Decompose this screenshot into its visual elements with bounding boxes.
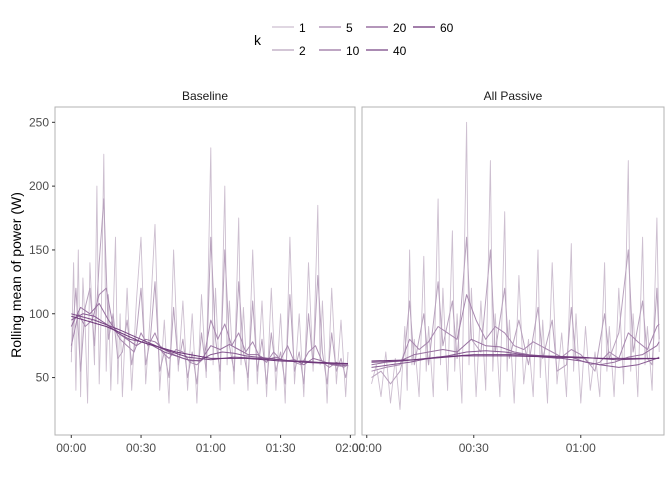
x-tick-label: 00:30	[459, 441, 489, 455]
x-tick-label: 02:00	[335, 441, 365, 455]
plot-area	[70, 147, 349, 404]
legend-label: 20	[393, 21, 407, 35]
y-tick-label: 250	[29, 115, 49, 129]
legend-title: k	[254, 32, 262, 48]
panel-all-passive: All Passive 00:00 00:30 01:00	[352, 89, 665, 455]
legend-entry-1: 1	[272, 21, 306, 35]
legend-entry-2: 2	[272, 44, 306, 58]
y-tick-label: 50	[36, 371, 50, 385]
legend-label: 10	[346, 44, 360, 58]
series-line-k60	[371, 355, 660, 362]
x-tick-label: 01:00	[566, 441, 596, 455]
legend-entry-10: 10	[319, 44, 360, 58]
panel-title: Baseline	[182, 89, 228, 103]
series-line-k2	[371, 236, 660, 385]
series-line-k60	[71, 315, 349, 364]
series-line-k1	[371, 121, 660, 410]
x-tick-label: 00:00	[56, 441, 86, 455]
legend-label: 60	[440, 21, 454, 35]
x-tick-label: 01:00	[196, 441, 226, 455]
panel-title: All Passive	[484, 89, 543, 103]
x-tick-label: 00:30	[126, 441, 156, 455]
legend-label: 2	[299, 44, 306, 58]
legend-entry-5: 5	[319, 21, 353, 35]
y-tick-label: 100	[29, 307, 49, 321]
legend-label: 5	[346, 21, 353, 35]
legend-entry-60: 60	[413, 21, 454, 35]
legend-entry-20: 20	[366, 21, 407, 35]
series-line-k20	[71, 313, 348, 366]
series-line-k20	[371, 350, 660, 368]
x-tick-label: 00:00	[352, 441, 382, 455]
panel-border	[361, 106, 665, 436]
y-tick-label: 200	[29, 179, 49, 193]
series-line-k2	[70, 198, 349, 385]
legend-entry-40: 40	[366, 44, 407, 58]
series-line-k1	[70, 147, 349, 404]
panel-border	[54, 106, 356, 436]
legend-label: 1	[299, 21, 306, 35]
y-tick-label: 150	[29, 243, 49, 257]
x-tick-label: 01:30	[266, 441, 296, 455]
legend: k 1 2 5 10 20 40 60	[254, 21, 454, 58]
panel-baseline: Baseline 00:00 00:30 01:00 01:30 02:00 50 100 15…	[29, 89, 366, 455]
plot-area	[371, 121, 660, 410]
legend-label: 40	[393, 44, 407, 58]
y-axis-label: Rolling mean of power (W)	[8, 192, 24, 358]
